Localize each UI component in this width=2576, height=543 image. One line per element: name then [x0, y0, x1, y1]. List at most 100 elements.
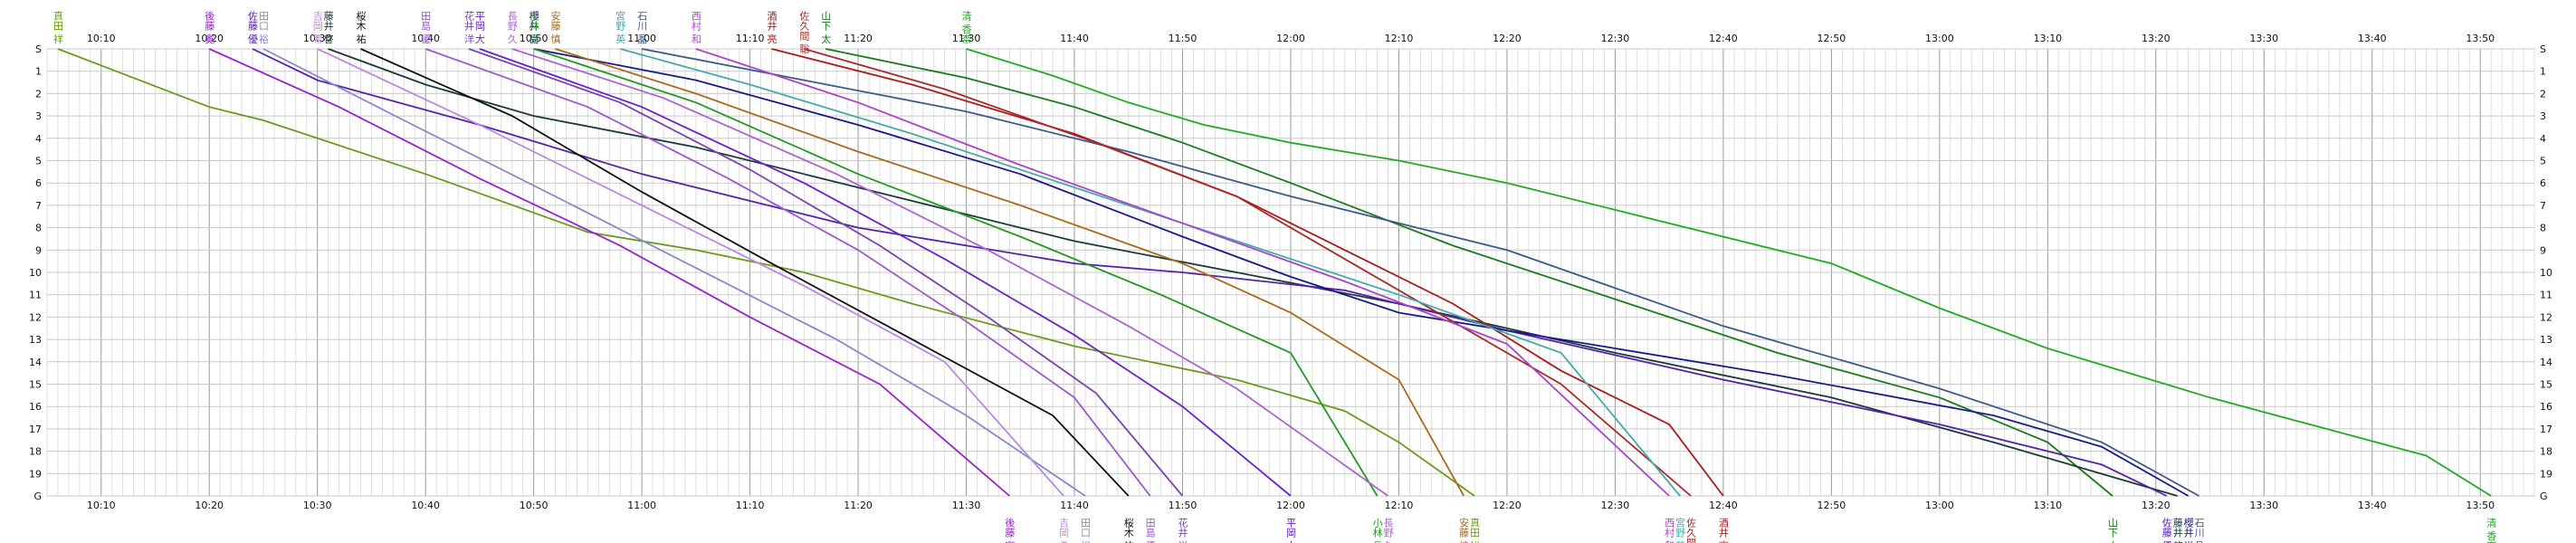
x-tick-label: 11:30: [952, 500, 981, 511]
series-start-label: 清 香奈: [960, 11, 972, 44]
x-tick-label: 11:10: [736, 500, 765, 511]
y-tick-label: 15: [29, 379, 42, 391]
x-tick-label: 10:10: [87, 500, 116, 511]
x-tick-label: 11:20: [844, 500, 873, 511]
series-start-label: 花井 洋: [463, 11, 474, 44]
x-tick-label: 13:40: [2358, 33, 2387, 44]
series-start-label: 西村 和: [690, 11, 701, 44]
series-end-label: 酒井 亮: [1717, 518, 1729, 543]
series-start-label: 安藤 慎: [549, 10, 561, 44]
series-line: [328, 48, 2178, 497]
y-tick-label: 17: [2540, 424, 2552, 435]
x-tick-label: 10:40: [411, 33, 440, 44]
series-end-label: 長野 久: [1382, 518, 1394, 543]
series-end-label: 安藤 慎: [1458, 517, 1470, 543]
series-line: [57, 48, 1475, 497]
y-tick-label: 3: [35, 110, 42, 122]
y-tick-label: 15: [2540, 379, 2552, 391]
x-tick-label: 13:00: [1925, 33, 1954, 44]
series-start-label: 石川 晶: [636, 11, 648, 44]
series-line: [804, 48, 1692, 497]
y-tick-label: 9: [35, 244, 42, 256]
series-start-label: 宮野 英: [615, 10, 626, 44]
y-tick-label: 16: [2540, 401, 2552, 413]
x-tick-label: 12:30: [1601, 33, 1630, 44]
series-start-label: 酒井 亮: [766, 11, 778, 44]
series-start-label: 佐藤 優: [247, 10, 259, 44]
series-start-label: 吉岡 希: [311, 11, 323, 44]
x-tick-label: 13:30: [2249, 33, 2278, 44]
series-end-label: 清 香奈: [2485, 518, 2497, 543]
series-line: [511, 48, 1389, 497]
y-tick-label: 8: [2540, 223, 2546, 234]
series-end-label: 藤井 啓: [2171, 518, 2183, 543]
y-tick-label: 4: [35, 133, 42, 145]
x-tick-label: 13:00: [1925, 500, 1954, 511]
series-end-label: 西村 和: [1664, 518, 1675, 543]
series-start-label: 平岡 大: [473, 11, 485, 44]
series-start-label: 藤井 啓: [322, 11, 334, 44]
y-tick-label: 7: [2540, 200, 2546, 212]
y-tick-label: 19: [2540, 468, 2552, 480]
x-tick-label: 12:30: [1601, 500, 1630, 511]
y-tick-label: 1: [35, 66, 42, 78]
series-line: [360, 48, 1130, 497]
series-line: [966, 48, 2492, 497]
y-tick-label: 8: [35, 223, 42, 234]
x-tick-label: 13:10: [2033, 33, 2062, 44]
y-tick-label: 14: [29, 357, 42, 368]
series-end-label: 真田 祥: [1469, 517, 1481, 543]
series-line: [533, 48, 1379, 497]
x-tick-label: 12:20: [1493, 500, 1522, 511]
series-start-label: 桜木 祐: [355, 10, 367, 44]
x-tick-label: 11:30: [952, 33, 981, 44]
series-line: [641, 48, 2200, 497]
y-tick-label: 18: [2540, 446, 2552, 458]
x-tick-label: 10:10: [87, 33, 116, 44]
y-tick-label: 13: [2540, 334, 2552, 346]
series-end-label: 後藤 寛: [1004, 517, 1016, 543]
series-start-label: 田島 優: [420, 11, 432, 44]
y-tick-label: 18: [29, 446, 42, 458]
series-line: [262, 48, 1086, 497]
series-end-label: 平岡 大: [1285, 518, 1297, 543]
y-tick-label: 12: [29, 311, 42, 323]
y-tick-label: 2: [35, 88, 42, 100]
y-tick-label: 10: [29, 267, 42, 279]
x-tick-label: 11:00: [627, 33, 656, 44]
x-tick-label: 13:40: [2358, 500, 2387, 511]
x-tick-label: 12:40: [1709, 33, 1738, 44]
series-start-label: 櫻井 尚: [528, 10, 539, 44]
x-tick-label: 12:10: [1385, 33, 1414, 44]
y-tick-label: S: [2540, 43, 2546, 55]
series-end-label: 桜木 祐: [1122, 517, 1134, 543]
series-line: [468, 48, 1184, 497]
x-tick-label: 12:50: [1818, 33, 1846, 44]
y-tick-label: 12: [2540, 311, 2552, 323]
series-line: [533, 48, 2190, 497]
series-end-label: 田島 優: [1144, 518, 1156, 543]
series-end-label: 石川 晶: [2193, 518, 2205, 543]
x-tick-label: 12:50: [1818, 500, 1846, 511]
x-tick-label: 11:00: [627, 500, 656, 511]
series-start-label: 佐久間 聡: [798, 10, 810, 54]
y-tick-label: 5: [2540, 156, 2546, 167]
x-tick-label: 12:40: [1709, 500, 1738, 511]
series-start-label: 小林 岳: [528, 11, 539, 44]
y-tick-label: 6: [35, 177, 42, 189]
x-tick-label: 13:10: [2033, 500, 2062, 511]
x-tick-label: 10:30: [303, 500, 332, 511]
y-tick-label: 4: [2540, 133, 2546, 145]
series-end-label: 櫻井 尚: [2182, 517, 2194, 543]
x-tick-label: 10:50: [520, 33, 549, 44]
y-tick-label: 9: [2540, 244, 2546, 256]
x-tick-label: 10:30: [303, 33, 332, 44]
series-end-label: 吉岡 希: [1058, 518, 1070, 543]
series-start-label: 長野 久: [506, 11, 518, 44]
x-tick-label: 12:00: [1276, 33, 1305, 44]
x-tick-label: 13:50: [2466, 33, 2495, 44]
y-tick-label: 19: [29, 468, 42, 480]
